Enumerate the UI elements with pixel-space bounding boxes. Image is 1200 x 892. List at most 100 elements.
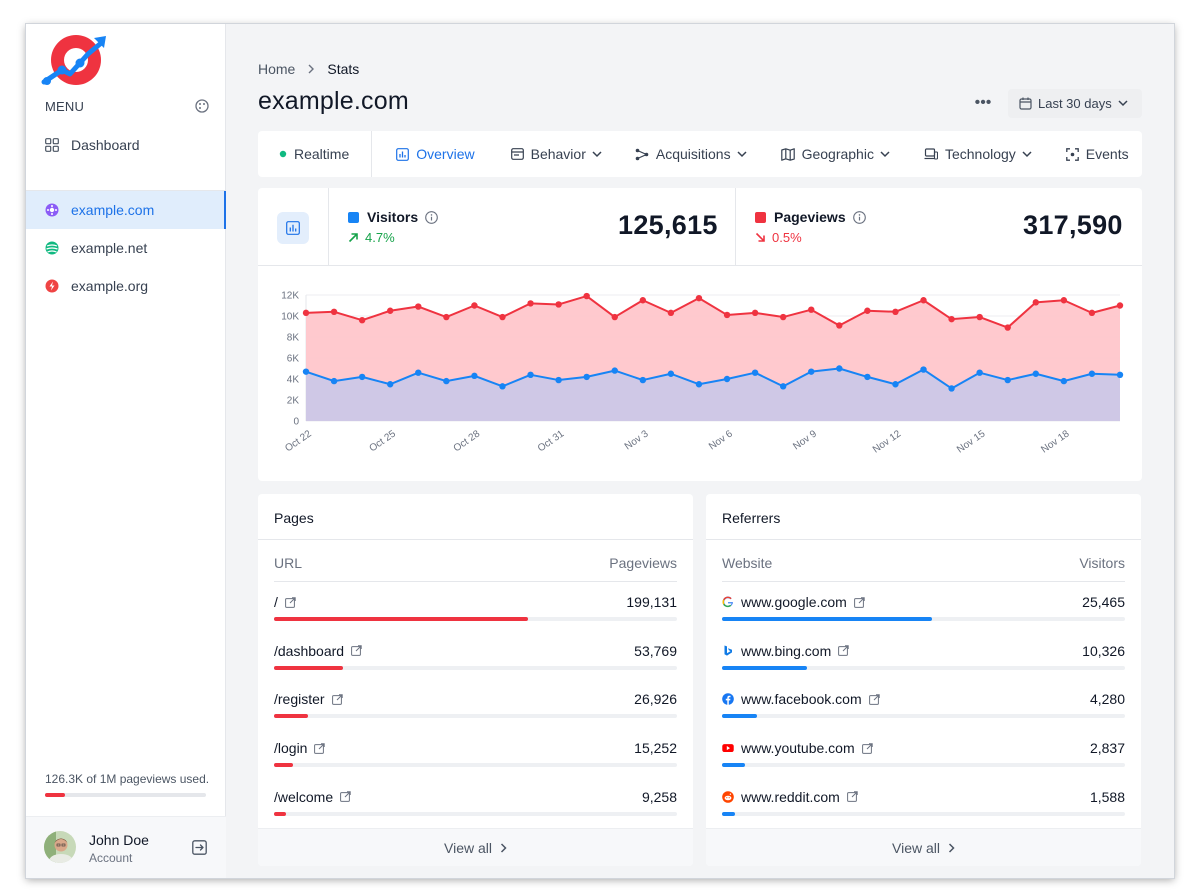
info-icon[interactable] <box>425 210 438 224</box>
row-bar-track <box>274 617 677 621</box>
tab-events[interactable]: Events <box>1065 146 1129 162</box>
pages-card: Pages URL Pageviews / 199,131 /dashboard <box>258 494 693 866</box>
traffic-chart: 0 2K 4K 6K 8K 10K 12K Oct 22 Oct 25 Oct 28 Oct 31 N… <box>281 291 1124 456</box>
stat-divider <box>328 188 329 265</box>
visitors-point <box>358 373 366 381</box>
tab-overview[interactable]: Overview <box>396 146 475 162</box>
pageviews-point <box>948 315 955 323</box>
sidebar-item-example-org[interactable]: example.org <box>26 267 226 305</box>
sidebar-item-example-com[interactable]: example.com <box>26 191 226 229</box>
tab-behavior[interactable]: Behavior <box>510 146 602 162</box>
x-tick-label: Oct 22 <box>283 428 314 454</box>
table-row[interactable]: www.facebook.com 4,280 <box>722 691 1125 740</box>
x-tick-label: Oct 28 <box>452 428 483 454</box>
table-row[interactable]: www.youtube.com 2,837 <box>722 740 1125 789</box>
row-label: www.facebook.com <box>722 691 880 707</box>
y-tick-label: 0 <box>293 417 299 428</box>
chevron-down-icon <box>1022 150 1032 158</box>
external-link-icon[interactable] <box>853 596 865 608</box>
x-tick-label: Nov 12 <box>871 428 904 455</box>
visitors-point <box>1032 370 1039 377</box>
sidebar-item-dashboard[interactable]: Dashboard <box>26 126 226 164</box>
table-row[interactable]: /login 15,252 <box>274 740 677 789</box>
visitors-point <box>723 375 731 383</box>
chevron-down-icon <box>880 150 890 158</box>
pageviews-point <box>723 311 731 319</box>
row-label: www.google.com <box>722 594 865 610</box>
external-link-icon[interactable] <box>861 742 873 754</box>
row-value: 4,280 <box>1089 691 1125 708</box>
row-label: /register <box>274 691 343 707</box>
pages-view-all-button[interactable]: View all <box>258 828 693 866</box>
pageviews-change: 0.5% <box>755 230 802 245</box>
x-tick-label: Nov 18 <box>1039 428 1072 455</box>
breadcrumb-home[interactable]: Home <box>258 61 296 77</box>
external-link-icon[interactable] <box>340 791 351 803</box>
tab-label: Technology <box>944 146 1016 162</box>
referrers-view-all-button[interactable]: View all <box>706 828 1141 866</box>
info-icon[interactable] <box>852 210 866 224</box>
account-name: John Doe <box>89 832 149 848</box>
sidebar-item-example-net[interactable]: example.net <box>26 229 226 267</box>
page-title: example.com <box>258 87 409 115</box>
visitors-point <box>499 383 506 390</box>
pageviews-point <box>1088 309 1096 317</box>
arrow-up-right-icon <box>348 233 358 243</box>
column-header-pageviews: Pageviews <box>609 555 677 571</box>
external-link-icon[interactable] <box>351 645 362 657</box>
date-range-button[interactable]: Last 30 days <box>1008 89 1142 118</box>
grid-icon <box>45 138 59 152</box>
tab-realtime[interactable]: Realtime <box>279 146 349 162</box>
tab-geographic[interactable]: Geographic <box>780 146 890 162</box>
table-row[interactable]: /register 26,926 <box>274 691 677 740</box>
pageviews-point <box>976 313 983 321</box>
external-link-icon[interactable] <box>314 742 326 754</box>
external-link-icon[interactable] <box>846 791 858 803</box>
table-row[interactable]: www.bing.com 10,326 <box>722 643 1125 692</box>
visitors-stat-label[interactable]: Visitors <box>348 209 438 225</box>
palette-icon[interactable] <box>195 99 209 113</box>
pageviews-point <box>302 309 310 317</box>
pages-title: Pages <box>274 510 314 526</box>
external-link-icon[interactable] <box>838 645 849 657</box>
sidebar-item-label: Dashboard <box>71 137 140 153</box>
table-row[interactable]: / 199,131 <box>274 594 677 643</box>
table-row[interactable]: www.google.com 25,465 <box>722 594 1125 643</box>
visitors-point <box>555 376 562 384</box>
logo-icon[interactable] <box>40 34 108 90</box>
external-link-icon[interactable] <box>868 694 880 705</box>
account-panel[interactable]: John Doe Account <box>26 816 226 878</box>
pageviews-point <box>555 301 562 308</box>
external-link-icon[interactable] <box>284 596 296 608</box>
pages-table-header: URL Pageviews <box>274 555 677 571</box>
chevron-right-icon <box>307 61 315 77</box>
visitors-point <box>471 372 478 380</box>
pageviews-point <box>639 297 647 304</box>
external-link-icon[interactable] <box>331 694 343 705</box>
stat-divider <box>258 265 1142 266</box>
row-label-text: www.reddit.com <box>741 788 840 805</box>
card-divider <box>706 539 1141 540</box>
row-label: /login <box>274 740 326 756</box>
table-header-divider <box>274 581 677 582</box>
tab-acquisitions[interactable]: Acquisitions <box>635 146 747 162</box>
more-options-button[interactable]: ••• <box>974 94 992 111</box>
tab-label: Events <box>1085 146 1129 162</box>
row-value: 25,465 <box>1082 594 1125 610</box>
legend-swatch-visitors <box>348 211 359 223</box>
pageviews-stat-label[interactable]: Pageviews <box>755 209 866 225</box>
y-tick-label: 6K <box>287 354 300 365</box>
table-row[interactable]: /dashboard 53,769 <box>274 643 677 692</box>
avatar[interactable] <box>44 831 76 863</box>
pageviews-point <box>358 317 366 324</box>
pageviews-point <box>387 307 394 314</box>
table-row[interactable]: /welcome 9,258 <box>274 789 677 838</box>
tab-technology[interactable]: Technology <box>924 146 1032 162</box>
table-row[interactable]: www.reddit.com 1,588 <box>722 789 1125 838</box>
pageviews-point <box>751 309 759 317</box>
tab-label: Overview <box>416 146 475 162</box>
pageviews-point <box>695 294 703 302</box>
chart-toggle-button[interactable] <box>277 212 309 244</box>
pageviews-point <box>415 303 422 310</box>
logout-icon[interactable] <box>192 840 207 855</box>
